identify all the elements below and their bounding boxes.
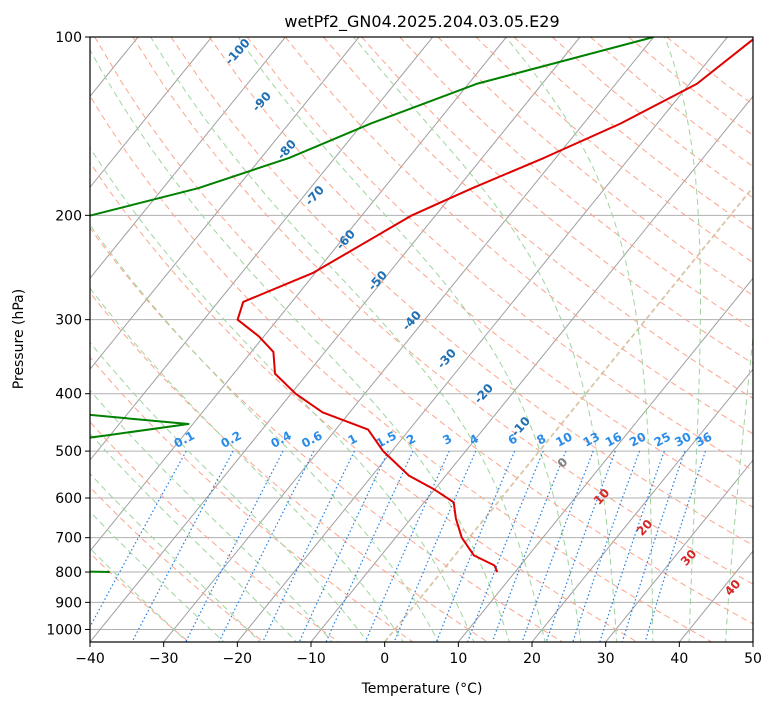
sounding-series (90, 37, 753, 573)
moist-adiabat-line (353, 37, 618, 642)
mixing-ratio-label: 30 (672, 429, 693, 449)
isotherm-line (457, 277, 753, 642)
y-axis-ticks: 100 200 300 400 500 600 700 800 900 1000 (46, 30, 90, 638)
dry-adiabats (90, 37, 753, 642)
y-tick-label: 400 (55, 387, 82, 403)
moist-adiabat-line (505, 37, 654, 642)
x-tick-label: −30 (149, 651, 179, 667)
mixing-ratio-line (298, 450, 389, 642)
mixing-ratio-label: 20 (627, 429, 648, 449)
mixing-ratio-line (218, 450, 315, 642)
moist-adiabat-line (90, 146, 475, 642)
mixing-ratio-line (521, 450, 594, 642)
isotherm-line (90, 37, 213, 189)
mixing-ratio-line (545, 450, 616, 642)
x-tick-label: 10 (449, 651, 467, 667)
temperature-line (236, 38, 753, 573)
chart-title: wetPf2_GN04.2025.204.03.05.E29 (284, 12, 559, 32)
dry-adiabat-line (284, 37, 753, 435)
isotherm-line (90, 37, 286, 280)
dry-adiabat-line (208, 37, 753, 508)
moist-adiabat-line (90, 510, 225, 642)
dry-adiabat-line (246, 37, 753, 471)
plot-frame (89, 36, 754, 643)
x-tick-label: −40 (75, 651, 105, 667)
mixing-ratio-line (621, 450, 686, 642)
dry-adiabat-line (437, 37, 753, 297)
x-tick-label: 20 (523, 651, 541, 667)
y-tick-label: 800 (55, 565, 82, 581)
dry-adiabat-line (90, 291, 489, 642)
mixing-ratio-label: 10 (553, 429, 574, 449)
mixing-ratio-label: 36 (693, 429, 714, 449)
dewpoint-line (90, 37, 654, 573)
dry-adiabat-line (132, 37, 753, 585)
isotherm-line (236, 37, 728, 642)
mixing-ratio-line (644, 450, 707, 642)
dry-adiabat-line (90, 421, 340, 642)
y-tick-label: 1000 (46, 622, 82, 638)
mixing-ratio-lines (90, 450, 707, 642)
dry-adiabat-line (90, 161, 639, 642)
mixing-ratio-line (262, 450, 355, 642)
mixing-ratio-line (364, 450, 450, 642)
mixing-ratio-line (185, 450, 284, 642)
isotherm-line (90, 37, 360, 370)
isotherm-line (531, 368, 753, 642)
mixing-ratio-line (599, 450, 665, 642)
moist-adiabat-line (90, 341, 369, 642)
y-axis-label: Pressure (hPa) (11, 289, 27, 389)
moist-adiabat-line (90, 48, 510, 642)
mixing-ratio-label: 13 (581, 429, 602, 449)
x-tick-label: 40 (670, 651, 688, 667)
moist-adiabat-line (90, 547, 189, 642)
moist-adiabat-line (90, 223, 440, 642)
isotherm-grid (90, 37, 753, 642)
y-tick-label: 600 (55, 491, 82, 507)
isobar-grid (90, 37, 753, 630)
y-tick-label: 500 (55, 444, 82, 460)
y-tick-label: 300 (55, 313, 82, 329)
x-axis-label: Temperature (°C) (361, 681, 483, 697)
moist-adiabat-line (237, 37, 582, 642)
mixing-ratio-line (90, 450, 187, 629)
x-axis-ticks: −40 −30 −20 −10 0 10 20 30 40 50 (75, 642, 762, 667)
dry-adiabat-line (170, 37, 753, 546)
y-tick-label: 100 (55, 30, 82, 46)
isotherm-line (90, 37, 434, 461)
x-tick-label: 50 (744, 651, 762, 667)
mixing-ratio-label: 16 (603, 429, 624, 449)
isotherm-line (605, 459, 753, 642)
mixing-ratio-line (393, 450, 477, 642)
isotherm-line (90, 37, 581, 642)
moist-adiabats (90, 37, 753, 642)
x-tick-label: −10 (296, 651, 326, 667)
dry-adiabat-line (90, 356, 414, 642)
mixing-ratio-line (325, 450, 414, 642)
mixing-ratio-label: 25 (652, 429, 673, 449)
moist-adiabat-line (725, 333, 753, 642)
dry-adiabat-line (94, 37, 753, 625)
plot-area: -100-90-80-70-60-50-40-30-20-10010203040… (90, 37, 753, 642)
x-tick-label: −20 (223, 651, 253, 667)
dry-adiabat-line (90, 95, 713, 642)
x-tick-label: 0 (380, 651, 389, 667)
y-tick-label: 200 (55, 208, 82, 224)
isotherm-line (383, 185, 753, 642)
y-tick-label: 700 (55, 531, 82, 547)
moist-adiabat-line (90, 472, 262, 642)
moist-adiabat-line (150, 37, 546, 642)
x-tick-label: 30 (597, 651, 615, 667)
y-tick-label: 900 (55, 595, 82, 611)
isotherm-line (163, 37, 655, 642)
moist-adiabat-line (90, 287, 404, 642)
